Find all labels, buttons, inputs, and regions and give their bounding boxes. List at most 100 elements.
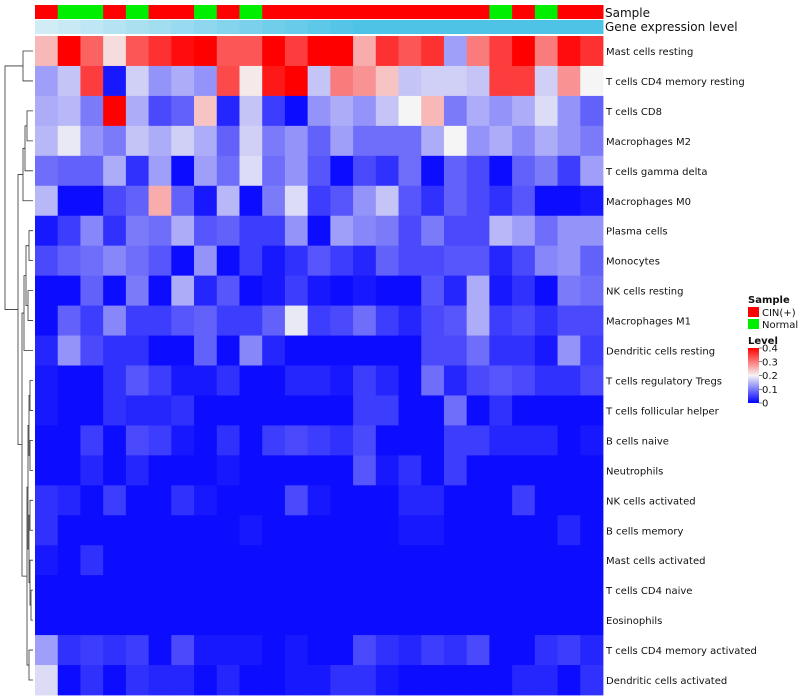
heatmap-cell (330, 125, 354, 157)
heatmap-cell (307, 155, 331, 187)
heatmap-cell (534, 635, 558, 666)
heatmap-cell (35, 575, 59, 606)
expression-annotation-cell (262, 20, 286, 34)
heatmap-cell (35, 335, 59, 366)
sample-annotation-cell (284, 5, 309, 19)
heatmap-cell (489, 425, 513, 456)
heatmap-cell (171, 155, 195, 187)
heatmap-cell (262, 515, 286, 546)
heatmap-cell (57, 36, 81, 67)
heatmap-cell (443, 635, 468, 666)
dendrogram-branch (22, 50, 33, 82)
heatmap-cell (262, 215, 286, 247)
heatmap-cell (80, 245, 104, 277)
heatmap-cell (239, 125, 263, 157)
heatmap-cell (284, 575, 309, 606)
heatmap-cell (443, 605, 468, 636)
heatmap-cell (35, 425, 59, 456)
heatmap-cell (125, 95, 149, 127)
heatmap-cell (443, 545, 468, 576)
expression-annotation-cell (398, 20, 422, 34)
legend-tick-label: 0 (762, 399, 768, 410)
heatmap-cell (239, 65, 263, 97)
heatmap-cell (353, 155, 377, 187)
heatmap-cell (194, 275, 218, 306)
expression-annotation-cell (80, 20, 104, 34)
heatmap-cell (125, 515, 149, 546)
heatmap-cell (534, 425, 558, 456)
heatmap-cell (466, 575, 490, 606)
heatmap-cell (284, 455, 309, 486)
heatmap-cell (125, 305, 149, 336)
heatmap-cell (57, 95, 81, 127)
heatmap-cell (353, 125, 377, 157)
heatmap-cell (330, 95, 354, 127)
heatmap-cell (580, 125, 604, 157)
heatmap-cell (216, 425, 240, 456)
heatmap-cell (330, 665, 354, 696)
heatmap-cell (216, 275, 240, 306)
heatmap-cell (57, 215, 81, 247)
heatmap-cell (103, 665, 127, 696)
heatmap-cell (489, 125, 513, 157)
heatmap-cell (466, 545, 490, 576)
heatmap-cell (57, 635, 81, 666)
heatmap-cell (512, 36, 536, 67)
heatmap-cell (330, 215, 354, 247)
heatmap-cell (125, 155, 149, 187)
heatmap-cell (512, 455, 536, 486)
heatmap-cell (353, 395, 377, 426)
heatmap-cell (580, 455, 604, 486)
dendrogram-branch (24, 125, 33, 172)
legend-tick-label: 0.2 (762, 371, 778, 382)
heatmap-cell (284, 245, 309, 277)
heatmap-cell (125, 215, 149, 247)
heatmap-cell (557, 605, 581, 636)
heatmap-cell (262, 65, 286, 97)
row-label: Mast cells activated (606, 556, 705, 567)
heatmap-cell (171, 665, 195, 696)
heatmap-cell (148, 65, 172, 97)
heatmap-cell (466, 635, 490, 666)
heatmap-cell (125, 395, 149, 426)
heatmap-cell (443, 65, 468, 97)
expression-annotation-cell (557, 20, 581, 34)
heatmap-cell (262, 185, 286, 217)
heatmap-cell (557, 575, 581, 606)
heatmap-cell (512, 605, 536, 636)
heatmap-cell (375, 245, 399, 277)
heatmap-cell (35, 305, 59, 336)
heatmap-cell (103, 515, 127, 546)
heatmap-cell (194, 125, 218, 157)
heatmap-cell (375, 425, 399, 456)
heatmap-cell (557, 635, 581, 666)
heatmap-cell (171, 365, 195, 396)
dendrogram-branch (28, 230, 33, 262)
heatmap-cell (375, 65, 399, 97)
sample-annotation-cell (171, 5, 195, 19)
heatmap-cell (557, 515, 581, 546)
heatmap-cell (57, 335, 81, 366)
heatmap-cell (80, 36, 104, 67)
heatmap-cell (262, 605, 286, 636)
heatmap-cell (398, 635, 422, 666)
heatmap-cell (284, 665, 309, 696)
heatmap-cell (580, 545, 604, 576)
heatmap-cell (125, 455, 149, 486)
heatmap-cell (443, 215, 468, 247)
heatmap-cell (171, 36, 195, 67)
heatmap-cell (330, 545, 354, 576)
heatmap-cell (216, 335, 240, 366)
heatmap-cell (80, 185, 104, 217)
heatmap-cell (534, 95, 558, 127)
heatmap-cell (353, 635, 377, 666)
heatmap-cell (353, 305, 377, 336)
heatmap-cell (489, 155, 513, 187)
heatmap-cell (534, 125, 558, 157)
sample-annotation-cell (148, 5, 172, 19)
row-label: T cells regulatory Tregs (605, 376, 722, 387)
heatmap-cell (239, 155, 263, 187)
heatmap-cell (353, 425, 377, 456)
heatmap-cell (284, 425, 309, 456)
heatmap-cell (262, 395, 286, 426)
